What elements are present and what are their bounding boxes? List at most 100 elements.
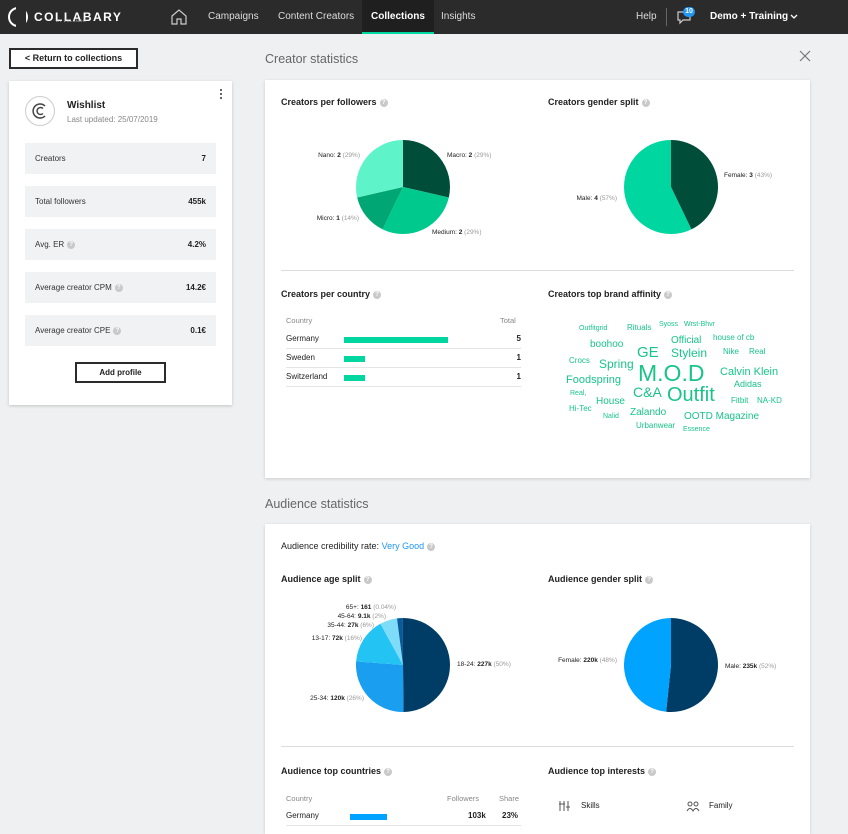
avatar xyxy=(25,96,55,126)
nav-campaigns[interactable]: Campaigns xyxy=(208,0,259,34)
top-navigation-bar: COLLABARY BY ZALANDO Campaigns Content C… xyxy=(0,0,848,34)
pie-slice[interactable] xyxy=(403,618,450,712)
pie-slice[interactable] xyxy=(666,618,718,712)
brand-word: C&A xyxy=(633,385,662,399)
last-updated: Last updated: 25/07/2019 xyxy=(67,115,158,124)
close-icon[interactable] xyxy=(799,50,811,62)
brand-word: Nalid xyxy=(603,413,619,420)
country-bar xyxy=(344,375,365,381)
user-menu[interactable]: Demo + Training xyxy=(710,0,788,34)
audience-top-interests-title: Audience top interests? xyxy=(548,766,656,776)
country-total: 1 xyxy=(517,353,521,362)
country-name: Switzerland xyxy=(286,372,327,381)
interest-item: Family xyxy=(709,801,733,810)
stat-value: 0.1€ xyxy=(190,326,206,335)
brand-word: Real xyxy=(749,348,765,356)
chevron-down-icon[interactable] xyxy=(790,13,798,21)
brand-word: Official xyxy=(671,336,701,346)
brand-word: Foodspring xyxy=(566,375,621,386)
add-profile-button[interactable]: Add profile xyxy=(75,362,166,383)
country-column-header: Country xyxy=(286,316,312,325)
family-icon xyxy=(686,800,700,812)
pie-label: 45-64: 9.1k (2%) xyxy=(338,613,386,620)
brand-word: Hi-Tec xyxy=(569,405,592,413)
collection-card: Wishlist Last updated: 25/07/2019 Creato… xyxy=(9,81,232,405)
brand-word: NA-KD xyxy=(757,397,782,405)
brand-word: Essence xyxy=(683,426,710,433)
table-row: Germany 103k 23% xyxy=(286,807,521,826)
pie-label: 35-44: 27k (6%) xyxy=(327,622,374,629)
pie-slice[interactable] xyxy=(624,618,671,712)
share-value: 23% xyxy=(502,811,518,820)
credibility-value: Very Good xyxy=(382,541,425,551)
stat-value: 14.2€ xyxy=(186,283,206,292)
brand-word: boohoo xyxy=(590,340,623,350)
brand-word: Fitbit xyxy=(731,397,748,405)
country-total: 1 xyxy=(517,372,521,381)
help-icon[interactable]: ? xyxy=(427,543,435,551)
help-link[interactable]: Help xyxy=(636,0,657,34)
brand-word: GE xyxy=(637,345,659,360)
help-icon[interactable]: ? xyxy=(380,99,388,107)
followers-value: 103k xyxy=(468,811,486,820)
pie-slice[interactable] xyxy=(356,661,403,712)
brand-word: Calvin Klein xyxy=(720,367,778,378)
audience-gender-split-title: Audience gender split? xyxy=(548,574,653,584)
brand-word: Nike xyxy=(723,348,739,356)
pie-label: Medium: 2 (29%) xyxy=(432,229,482,236)
brand-word: Stylein xyxy=(671,347,707,359)
brand-word: Crocs xyxy=(569,357,590,365)
pie-label: 65+: 161 (0.04%) xyxy=(346,604,396,611)
help-icon[interactable]: ? xyxy=(645,576,653,584)
brand-word: Zalando xyxy=(630,408,666,418)
collection-title: Wishlist xyxy=(67,100,105,111)
help-icon[interactable]: ? xyxy=(664,291,672,299)
pie-label: Nano: 2 (29%) xyxy=(318,152,360,159)
nav-content-creators[interactable]: Content Creators xyxy=(278,0,354,34)
creators-gender-chart: Female: 3 (43%)Male: 4 (57%) xyxy=(548,112,808,262)
share-column-header: Share xyxy=(499,794,519,803)
audience-gender-chart: Male: 235k (52%) Female: 220k (48%) xyxy=(540,598,810,728)
brand-word: Outfit xyxy=(667,385,715,405)
help-icon[interactable]: ? xyxy=(113,327,121,335)
pie-label: 18-24: 227k (50%) xyxy=(457,661,511,668)
collabary-logo[interactable]: COLLABARY xyxy=(8,6,122,28)
stat-value: 455k xyxy=(188,197,206,206)
pie-label: Female: 220k (48%) xyxy=(558,657,617,664)
brand-word: Spring xyxy=(599,358,634,370)
help-icon[interactable]: ? xyxy=(115,284,123,292)
help-icon[interactable]: ? xyxy=(642,99,650,107)
stat-label: Average creator CPM? xyxy=(35,283,123,292)
help-icon[interactable]: ? xyxy=(364,576,372,584)
country-name: Sweden xyxy=(286,353,315,362)
creators-per-country-title: Creators per country? xyxy=(281,289,381,299)
pie-label: Macro: 2 (29%) xyxy=(447,152,491,159)
help-icon[interactable]: ? xyxy=(373,291,381,299)
collabary-logo-icon xyxy=(8,7,28,27)
creators-gender-split-title: Creators gender split? xyxy=(548,97,650,107)
nav-insights[interactable]: Insights xyxy=(441,0,475,34)
brand-word: OOTD Magazine xyxy=(684,412,759,422)
pie-label: Micro: 1 (14%) xyxy=(317,215,359,222)
country-bar xyxy=(344,356,365,362)
audience-statistics-title: Audience statistics xyxy=(265,497,369,511)
help-icon[interactable]: ? xyxy=(67,241,75,249)
more-options-icon[interactable] xyxy=(219,88,223,100)
home-icon[interactable] xyxy=(171,9,187,25)
brand-word: Syoss xyxy=(659,321,678,328)
country-total: 5 xyxy=(517,334,521,343)
help-icon[interactable]: ? xyxy=(648,768,656,776)
country-column-header: Country xyxy=(286,794,312,803)
pie-label: Female: 3 (43%) xyxy=(724,172,772,179)
help-icon[interactable]: ? xyxy=(384,768,392,776)
section-divider xyxy=(281,746,794,747)
brand-word: House xyxy=(596,397,625,407)
nav-divider xyxy=(666,8,667,26)
creators-per-followers-chart: Macro: 2 (29%) Medium: 2 (29%) Micro: 1 (1… xyxy=(281,112,541,262)
nav-collections[interactable]: Collections xyxy=(362,0,434,34)
return-to-collections-button[interactable]: < Return to collections xyxy=(9,48,138,69)
pie-label: Male: 235k (52%) xyxy=(725,663,776,670)
